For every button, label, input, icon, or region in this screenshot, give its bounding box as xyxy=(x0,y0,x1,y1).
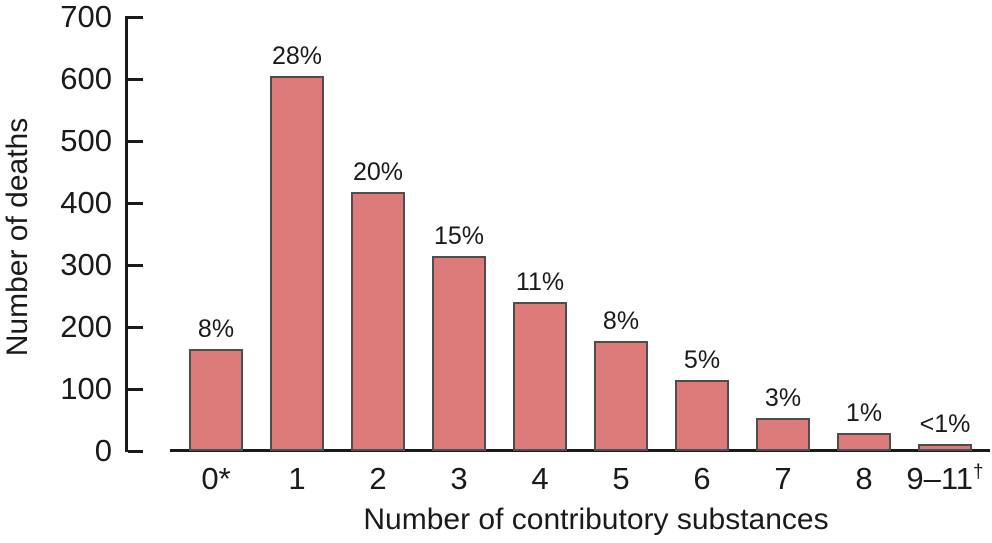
y-tick-label: 300 xyxy=(60,247,112,282)
bar xyxy=(513,302,567,451)
bar xyxy=(189,349,243,451)
y-axis-line xyxy=(125,16,128,452)
bar-value-label: 1% xyxy=(845,399,883,427)
x-tick-label: 1 xyxy=(288,461,306,496)
bar xyxy=(918,444,972,451)
bar xyxy=(432,256,486,451)
y-tick-label: 700 xyxy=(60,0,112,34)
y-tick xyxy=(128,449,143,453)
bar-value-label: <1% xyxy=(919,410,971,438)
y-tick xyxy=(128,263,143,267)
bar-value-label: 8% xyxy=(197,315,235,343)
x-tick-label: 2 xyxy=(369,461,387,496)
x-tick-label: 5 xyxy=(612,461,630,496)
y-tick xyxy=(128,15,143,19)
bar-value-label: 15% xyxy=(433,222,485,250)
y-tick xyxy=(128,387,143,391)
bar xyxy=(351,192,405,451)
bar-value-label: 11% xyxy=(515,268,565,296)
bar-value-label: 8% xyxy=(602,307,640,335)
x-tick-label: 8 xyxy=(855,461,873,496)
x-tick-label: 6 xyxy=(693,461,711,496)
bar xyxy=(837,433,891,451)
bar xyxy=(270,76,324,451)
x-axis-baseline xyxy=(170,449,990,452)
x-tick-label: 4 xyxy=(531,461,549,496)
x-tick-label: 7 xyxy=(774,461,792,496)
bar-value-label: 5% xyxy=(683,346,721,374)
dagger-footnote-marker: † xyxy=(973,461,984,483)
y-tick xyxy=(128,139,143,143)
bar xyxy=(675,380,729,451)
y-tick-label: 600 xyxy=(60,61,112,96)
bar-value-label: 28% xyxy=(271,42,323,70)
x-tick-label: 3 xyxy=(450,461,468,496)
bar-value-label: 20% xyxy=(352,158,404,186)
y-tick xyxy=(128,201,143,205)
x-tick-label: 9–11† xyxy=(906,461,984,496)
y-tick-label: 100 xyxy=(60,371,112,406)
x-tick-label: 0* xyxy=(201,461,231,496)
y-tick-label: 400 xyxy=(60,185,112,220)
bar xyxy=(594,341,648,451)
y-tick-label: 200 xyxy=(60,309,112,344)
bar xyxy=(756,418,810,451)
y-tick xyxy=(128,325,143,329)
bar-value-label: 3% xyxy=(764,384,802,412)
x-axis-title: Number of contributory substances xyxy=(363,503,829,536)
y-tick-label: 0 xyxy=(94,433,112,468)
y-tick-label: 500 xyxy=(60,123,112,158)
y-tick xyxy=(128,77,143,81)
